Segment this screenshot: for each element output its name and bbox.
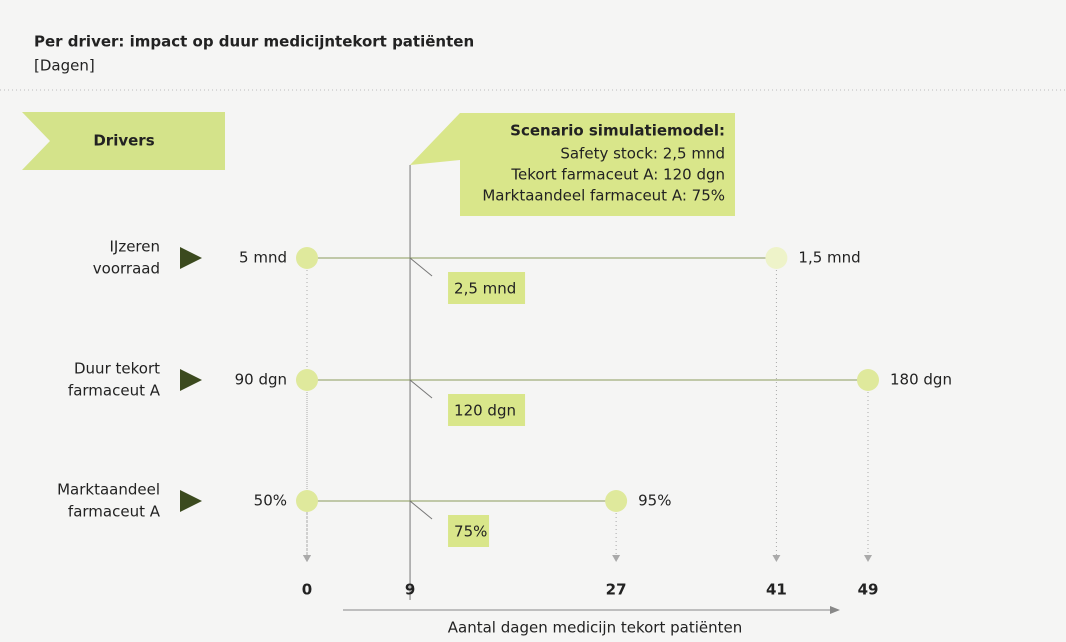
x-tick-label: 9 [405, 581, 415, 599]
driver-name: voorraad [93, 260, 160, 278]
x-tick-label: 49 [858, 581, 879, 599]
header-label: Drivers [93, 132, 154, 150]
high-label: 180 dgn [890, 371, 952, 389]
driver-name: IJzeren [109, 238, 160, 256]
range-point [296, 369, 318, 391]
scenario-title: Scenario simulatiemodel: [510, 122, 725, 140]
subtitle: [Dagen] [34, 57, 95, 75]
scenario-line: Safety stock: 2,5 mnd [560, 145, 725, 163]
drop-arrow [864, 555, 872, 562]
base-callout [448, 394, 526, 426]
driver-name: farmaceut A [68, 503, 161, 521]
driver-marker [180, 369, 202, 391]
scenario-box [410, 113, 735, 216]
range-point [857, 369, 879, 391]
drop-arrow [303, 555, 311, 562]
driver-marker [180, 247, 202, 269]
x-arrow-head [830, 606, 840, 614]
drop-arrow [772, 555, 781, 562]
low-label: 50% [254, 492, 287, 510]
high-label: 1,5 mnd [798, 249, 860, 267]
x-tick-label: 0 [302, 581, 312, 599]
x-tick-label: 27 [606, 581, 627, 599]
low-label: 90 dgn [235, 371, 287, 389]
driver-name: farmaceut A [68, 382, 161, 400]
x-tick-label: 41 [766, 581, 787, 599]
low-label: 5 mnd [239, 249, 287, 267]
range-point [765, 247, 788, 269]
base-label: 120 dgn [454, 402, 516, 420]
scenario-line: Tekort farmaceut A: 120 dgn [510, 166, 725, 184]
driver-marker [180, 490, 202, 512]
callout-leader [409, 379, 433, 399]
callout-leader [409, 257, 433, 277]
scenario-line: Marktaandeel farmaceut A: 75% [482, 187, 725, 205]
range-point [296, 247, 318, 269]
base-callout [448, 515, 490, 547]
base-label: 2,5 mnd [454, 280, 516, 298]
range-point [296, 490, 318, 512]
driver-name: Duur tekort [74, 360, 160, 378]
x-axis-label: Aantal dagen medicijn tekort patiënten [448, 619, 742, 637]
chart-title: Per driver: impact op duur medicijntekor… [34, 33, 474, 51]
driver-name: Marktaandeel [57, 481, 160, 499]
callout-leader [409, 500, 433, 520]
drop-arrow [612, 555, 621, 562]
base-callout [448, 272, 526, 304]
range-point [605, 490, 628, 512]
high-label: 95% [638, 492, 671, 510]
header-banner [22, 112, 225, 170]
base-label: 75% [454, 523, 487, 541]
